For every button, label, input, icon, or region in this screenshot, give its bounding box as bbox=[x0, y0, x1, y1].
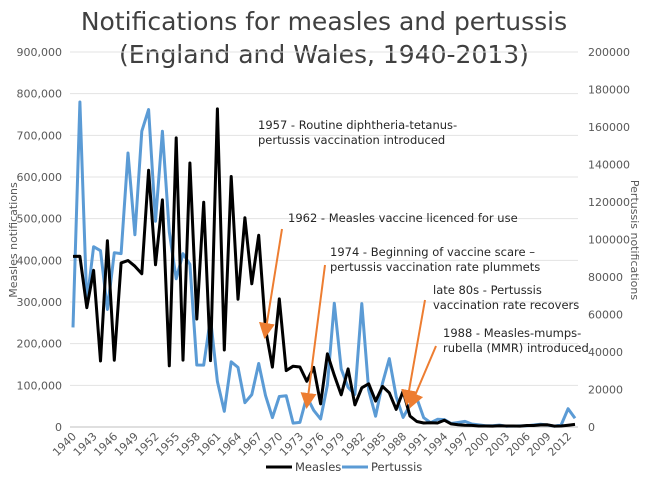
left-tick-label: 500,000 bbox=[17, 213, 63, 226]
legend: Measles Pertussis bbox=[266, 460, 422, 474]
series-line-measles bbox=[72, 107, 576, 428]
left-tick-label: 300,000 bbox=[17, 296, 63, 309]
left-tick-label: 800,000 bbox=[17, 88, 63, 101]
series-lines bbox=[71, 100, 577, 428]
right-tick-label: 140000 bbox=[588, 159, 630, 172]
left-tick-label: 700,000 bbox=[17, 129, 63, 142]
annotation-text: 1957 - Routine diphtheria-tetanus- bbox=[258, 118, 457, 132]
left-tick-label: 400,000 bbox=[17, 254, 63, 267]
left-axis-title: Measles notifications bbox=[7, 182, 20, 298]
x-axis-ticks: 1940194319461949195219551958196119641967… bbox=[50, 430, 574, 459]
annotation-arrow bbox=[401, 299, 426, 406]
annotation-text: 1988 - Measles-mumps- bbox=[443, 326, 581, 340]
annotation-text: rubella (MMR) introduced bbox=[443, 341, 589, 355]
right-axis-ticks: 0 20000 40000 60000 80000 100000 120000 140000 1… bbox=[588, 46, 630, 434]
annotations: 1957 - Routine diphtheria-tetanus-pertus… bbox=[258, 118, 589, 409]
right-tick-label: 160000 bbox=[588, 121, 630, 134]
annotation-text: pertussis vaccination rate plummets bbox=[330, 260, 540, 274]
right-tick-label: 0 bbox=[588, 421, 595, 434]
left-tick-label: 100,000 bbox=[17, 379, 63, 392]
legend-label-measles: Measles bbox=[295, 460, 341, 474]
left-tick-label: 900,000 bbox=[17, 46, 63, 59]
right-tick-label: 60000 bbox=[588, 309, 623, 322]
right-tick-label: 180000 bbox=[588, 84, 630, 97]
annotation-arrow bbox=[408, 345, 437, 409]
annotation-text: vaccination rate recovers bbox=[433, 298, 579, 312]
x-tick-label: 2012 bbox=[545, 430, 574, 459]
left-tick-label: 0 bbox=[55, 421, 62, 434]
annotation-arrow bbox=[259, 228, 283, 339]
right-tick-label: 200000 bbox=[588, 46, 630, 59]
annotation-text: 1962 - Measles vaccine licenced for use bbox=[288, 211, 518, 225]
annotation-text: pertussis vaccination introduced bbox=[258, 133, 445, 147]
left-axis-ticks: 0 100,000 200,000 300,000 400,000 500,000 600,… bbox=[17, 46, 63, 434]
right-tick-label: 20000 bbox=[588, 384, 623, 397]
right-tick-label: 40000 bbox=[588, 346, 623, 359]
chart-title-line-2: (England and Wales, 1940-2013) bbox=[119, 40, 529, 69]
annotation-text: late 80s - Pertussis bbox=[433, 283, 542, 297]
right-tick-label: 100000 bbox=[588, 234, 630, 247]
annotation-text: 1974 - Beginning of vaccine scare – bbox=[330, 245, 535, 259]
right-axis-title: Pertussis notifications bbox=[628, 180, 641, 300]
right-tick-label: 120000 bbox=[588, 196, 630, 209]
left-tick-label: 600,000 bbox=[17, 171, 63, 184]
legend-label-pertussis: Pertussis bbox=[371, 460, 422, 474]
chart-title-line-1: Notifications for measles and pertussis bbox=[81, 7, 567, 36]
right-tick-label: 80000 bbox=[588, 271, 623, 284]
annotation-arrow bbox=[300, 264, 326, 409]
left-tick-label: 200,000 bbox=[17, 338, 63, 351]
